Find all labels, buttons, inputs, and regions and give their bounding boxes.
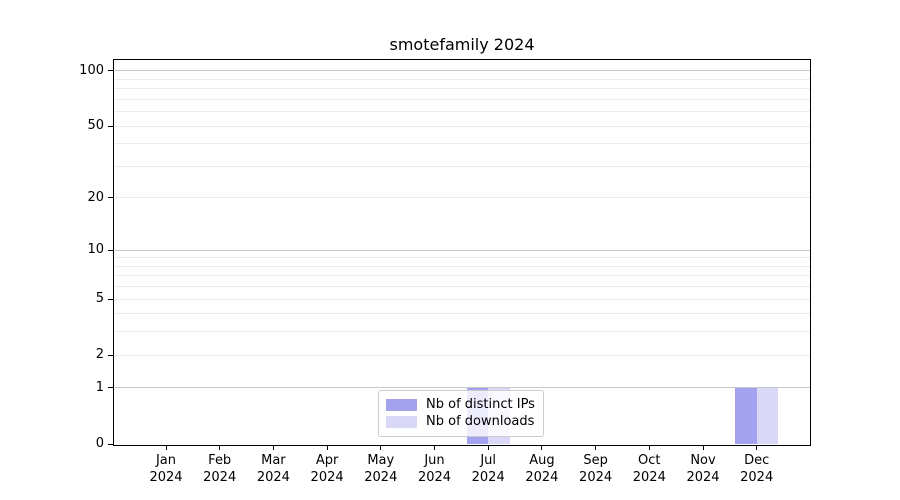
x-tick-year: 2024 <box>417 470 452 485</box>
x-tick-year: 2024 <box>525 470 559 485</box>
y-tick-label: 50 <box>87 118 104 134</box>
x-tick-year: 2024 <box>740 470 774 485</box>
legend-label-distinct-ips: Nb of distinct IPs <box>426 397 535 412</box>
gridline-minor <box>114 197 810 199</box>
legend-label-downloads: Nb of downloads <box>426 414 535 429</box>
x-tick <box>219 445 221 450</box>
gridline-minor <box>114 313 810 315</box>
x-tick <box>272 445 274 450</box>
x-tick-month: Feb <box>208 453 232 468</box>
x-tick <box>326 445 328 450</box>
gridline-minor <box>114 275 810 277</box>
x-tick-month: Mar <box>261 453 286 468</box>
x-tick-year: 2024 <box>203 470 237 485</box>
x-tick-label: Jun 2024 <box>407 452 463 486</box>
x-tick-label: Apr 2024 <box>299 452 355 486</box>
x-tick <box>541 445 543 450</box>
gridline-minor <box>114 165 810 167</box>
x-tick-year: 2024 <box>310 470 344 485</box>
legend: Nb of distinct IPs Nb of downloads <box>378 390 544 437</box>
legend-swatch-downloads <box>386 416 417 428</box>
y-tick <box>108 298 114 300</box>
x-tick-month: Aug <box>529 453 555 468</box>
x-tick-month: Jun <box>424 453 445 468</box>
x-tick <box>756 445 758 450</box>
y-tick-label: 20 <box>87 189 104 205</box>
x-tick-year: 2024 <box>632 470 666 485</box>
gridline-major <box>114 249 810 251</box>
x-tick-month: Sep <box>583 453 608 468</box>
x-tick-year: 2024 <box>256 470 290 485</box>
x-tick-month: Nov <box>690 453 716 468</box>
y-tick <box>108 354 114 356</box>
legend-swatch-distinct-ips <box>386 399 417 411</box>
gridline-minor <box>114 331 810 333</box>
bar-downloads <box>756 387 779 444</box>
x-tick-label: May 2024 <box>353 452 409 486</box>
x-tick <box>434 445 435 450</box>
x-tick-label: Sep 2024 <box>568 452 624 486</box>
x-tick-label: Aug 2024 <box>514 452 570 486</box>
y-tick <box>108 249 114 251</box>
gridline-minor <box>114 354 810 356</box>
y-tick <box>108 70 114 72</box>
gridline-minor <box>114 286 810 288</box>
gridline-minor <box>114 125 810 127</box>
gridline-major <box>114 387 810 389</box>
x-tick-label: Oct 2024 <box>621 452 677 486</box>
bar-distinct-ips <box>735 387 757 444</box>
gridline-minor <box>114 98 810 100</box>
y-tick <box>108 125 114 127</box>
x-tick-label: Feb 2024 <box>192 452 248 486</box>
x-tick <box>165 445 167 450</box>
x-tick <box>595 445 597 450</box>
x-tick <box>648 445 650 450</box>
chart-title: smotefamily 2024 <box>389 35 535 54</box>
x-tick-label: Jan 2024 <box>138 452 194 486</box>
gridline-minor <box>114 88 810 90</box>
x-tick-year: 2024 <box>686 470 720 485</box>
y-tick <box>108 443 114 445</box>
legend-item-distinct-ips: Nb of distinct IPs <box>386 397 535 413</box>
x-tick-year: 2024 <box>579 470 613 485</box>
x-tick-month: Apr <box>315 453 339 468</box>
gridline-major <box>114 70 810 72</box>
y-tick-label: 100 <box>79 62 104 78</box>
x-tick-year: 2024 <box>149 470 183 485</box>
x-tick-label: Nov 2024 <box>675 452 731 486</box>
y-tick-label: 5 <box>95 291 104 307</box>
y-tick <box>108 197 114 199</box>
x-tick-month: May <box>367 453 395 468</box>
x-tick-year: 2024 <box>364 470 398 485</box>
x-tick <box>380 445 382 450</box>
x-tick-month: Oct <box>638 453 661 468</box>
x-tick <box>487 445 489 450</box>
x-tick-year: 2024 <box>471 470 505 485</box>
x-tick-label: Dec 2024 <box>729 452 785 486</box>
gridline-minor <box>114 257 810 259</box>
gridline-minor <box>114 298 810 300</box>
legend-item-downloads: Nb of downloads <box>386 414 535 430</box>
x-tick-label: Mar 2024 <box>245 452 301 486</box>
x-tick-month: Jul <box>480 453 497 468</box>
y-tick <box>108 387 114 389</box>
gridline-minor <box>114 143 810 145</box>
x-tick-month: Jan <box>155 453 177 468</box>
y-tick-label: 1 <box>95 379 104 395</box>
y-tick-label: 2 <box>95 347 104 363</box>
gridline-minor <box>114 111 810 113</box>
x-tick <box>702 445 704 450</box>
gridline-minor <box>114 78 810 80</box>
y-tick-label: 0 <box>95 436 104 451</box>
x-tick-month: Dec <box>744 453 770 468</box>
y-tick-label: 10 <box>87 242 104 258</box>
gridline-minor <box>114 265 810 267</box>
x-tick-label: Jul 2024 <box>460 452 516 486</box>
